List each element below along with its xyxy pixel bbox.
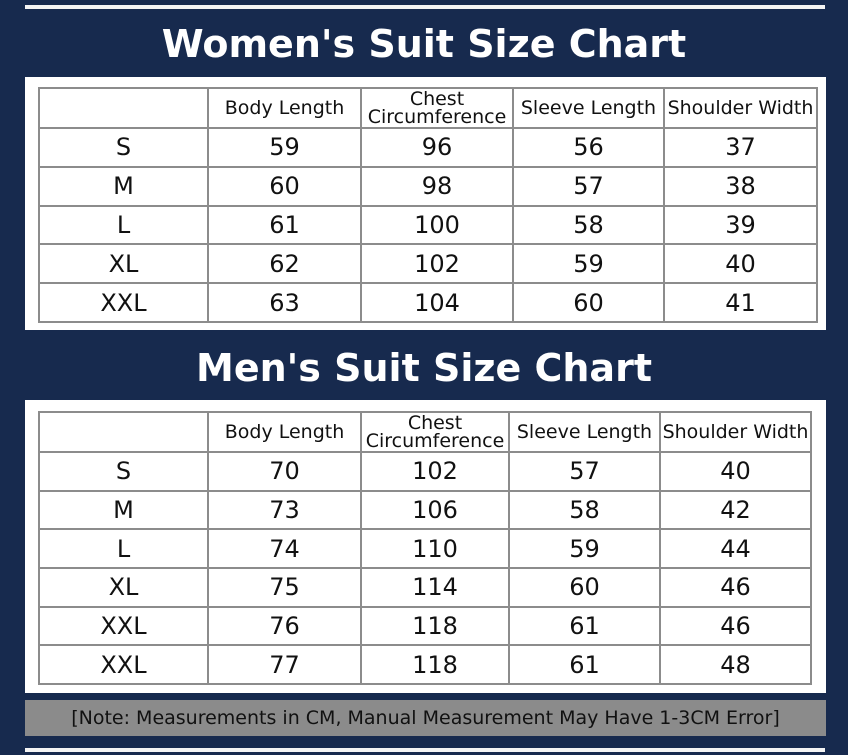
divider	[25, 748, 825, 752]
cell: 59	[508, 528, 661, 569]
cell: 46	[659, 605, 812, 647]
header-cell: Chest Circumference	[360, 411, 510, 453]
cell: 61	[508, 605, 661, 647]
header-row: Body Length Chest Circumference Sleeve Len…	[38, 87, 818, 129]
title: Women's Suit Size Chart	[161, 22, 687, 66]
row: XXL 77 118 61 48	[38, 644, 812, 685]
row: XL 62 102 59 40	[38, 243, 818, 285]
cell: 46	[659, 566, 812, 608]
cell: 57	[508, 451, 661, 492]
cell: 59	[512, 243, 665, 285]
cell: M	[38, 165, 209, 207]
row: M 73 106 58 42	[38, 489, 812, 531]
cell: 58	[508, 489, 661, 531]
cell: 77	[207, 644, 362, 685]
cell: 42	[659, 489, 812, 531]
header-cell	[38, 87, 209, 129]
size-table: Body Length Chest Circumference Sleeve Len…	[38, 411, 812, 685]
cell: XXL	[38, 282, 209, 323]
row: XL 75 114 60 46	[38, 566, 812, 608]
cell: 58	[512, 204, 665, 246]
cell: L	[38, 204, 209, 246]
cell: 60	[207, 165, 362, 207]
cell: XL	[38, 243, 209, 285]
cell: 48	[659, 644, 812, 685]
cell: 40	[659, 451, 812, 492]
cell: XXL	[38, 644, 209, 685]
size-table: Body Length Chest Circumference Sleeve Len…	[38, 87, 818, 323]
cell: 44	[659, 528, 812, 569]
note: [Note: Measurements in CM, Manual Measur…	[25, 700, 826, 736]
cell: 63	[207, 282, 362, 323]
cell: 102	[360, 243, 514, 285]
cell: 60	[512, 282, 665, 323]
header-cell: Shoulder Width	[659, 411, 812, 453]
row: L 61 100 58 39	[38, 204, 818, 246]
cell: 38	[663, 165, 818, 207]
cell: 102	[360, 451, 510, 492]
cell: 60	[508, 566, 661, 608]
row: S 70 102 57 40	[38, 451, 812, 492]
cell: XXL	[38, 605, 209, 647]
row: S 59 96 56 37	[38, 127, 818, 168]
cell: 61	[207, 204, 362, 246]
cell: 62	[207, 243, 362, 285]
header-cell: Shoulder Width	[663, 87, 818, 129]
cell: 118	[360, 644, 510, 685]
cell: L	[38, 528, 209, 569]
cell: M	[38, 489, 209, 531]
row: XXL 76 118 61 46	[38, 605, 812, 647]
row: L 74 110 59 44	[38, 528, 812, 569]
cell: 118	[360, 605, 510, 647]
cell: 76	[207, 605, 362, 647]
cell: 70	[207, 451, 362, 492]
cell: 96	[360, 127, 514, 168]
title: Men's Suit Size Chart	[196, 346, 652, 390]
cell: S	[38, 451, 209, 492]
cell: 37	[663, 127, 818, 168]
cell: 98	[360, 165, 514, 207]
cell: XL	[38, 566, 209, 608]
divider	[25, 5, 825, 9]
cell: 114	[360, 566, 510, 608]
cell: 56	[512, 127, 665, 168]
header-cell: Sleeve Length	[508, 411, 661, 453]
header-cell: Sleeve Length	[512, 87, 665, 129]
cell: 110	[360, 528, 510, 569]
cell: 104	[360, 282, 514, 323]
row: XXL 63 104 60 41	[38, 282, 818, 323]
header-cell	[38, 411, 209, 453]
cell: 61	[508, 644, 661, 685]
cell: 100	[360, 204, 514, 246]
cell: 73	[207, 489, 362, 531]
cell: 75	[207, 566, 362, 608]
cell: 106	[360, 489, 510, 531]
header-cell: Chest Circumference	[360, 87, 514, 129]
cell: 74	[207, 528, 362, 569]
cell: S	[38, 127, 209, 168]
cell: 59	[207, 127, 362, 168]
cell: 39	[663, 204, 818, 246]
cell: 57	[512, 165, 665, 207]
cell: 41	[663, 282, 818, 323]
header-cell: Body Length	[207, 411, 362, 453]
header-row: Body Length Chest Circumference Sleeve Len…	[38, 411, 812, 453]
header-cell: Body Length	[207, 87, 362, 129]
row: M 60 98 57 38	[38, 165, 818, 207]
cell: 40	[663, 243, 818, 285]
